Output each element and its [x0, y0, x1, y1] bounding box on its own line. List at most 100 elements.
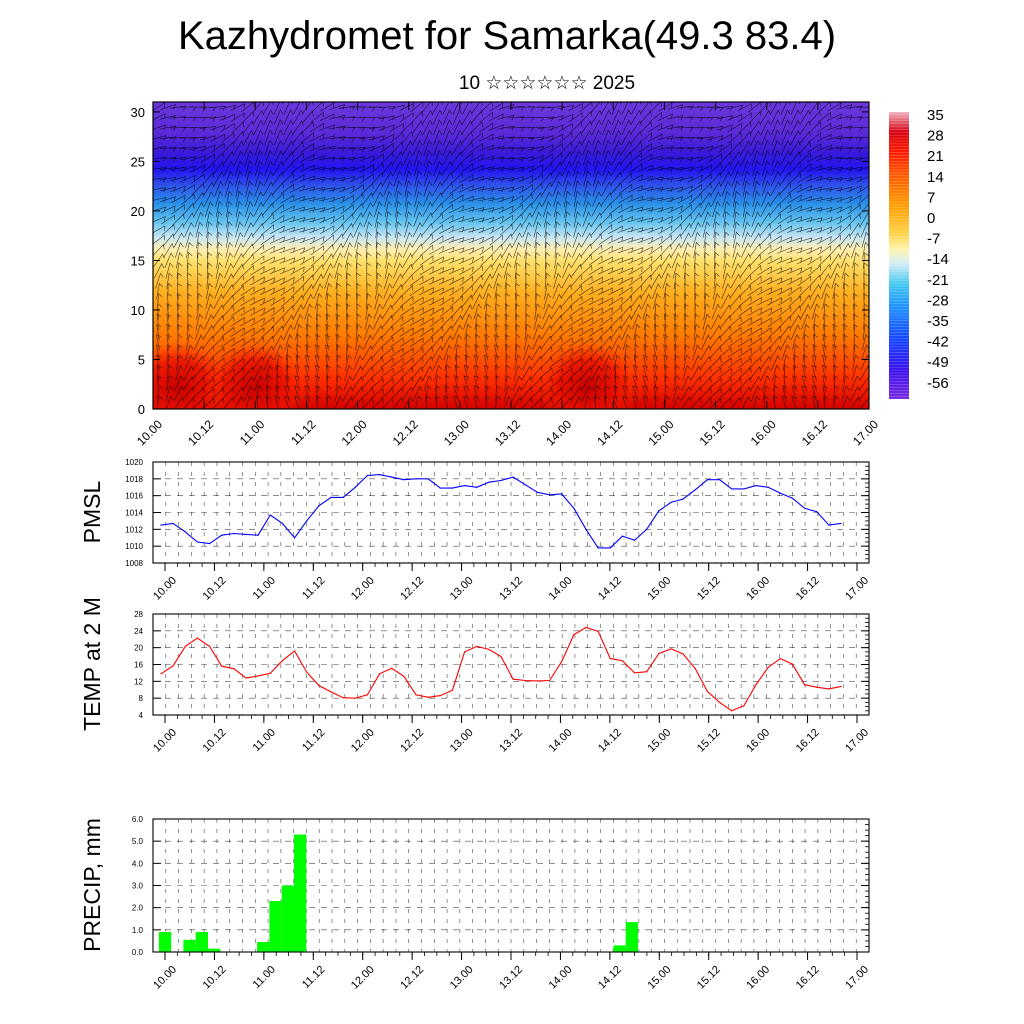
series-point	[196, 637, 199, 639]
y-axis-label: PMSL	[79, 480, 105, 543]
series-point	[318, 505, 320, 507]
series-point	[366, 474, 369, 477]
y-tick-label: 20	[134, 644, 143, 653]
colorbar-label: 14	[927, 169, 944, 186]
series-point	[803, 684, 806, 686]
series-point	[779, 658, 781, 660]
series-point	[682, 498, 684, 500]
y-tick-label: 16	[134, 661, 143, 670]
series-point	[208, 645, 211, 648]
x-tick-label: 14.12	[596, 727, 624, 755]
series-point	[196, 541, 199, 543]
x-tick-label: 15.12	[697, 417, 728, 448]
series-point	[439, 695, 441, 697]
y-tick-label: 5.0	[132, 837, 144, 846]
y-axis-label: PRECIP, mm	[79, 818, 105, 952]
colorbar-label: 28	[927, 128, 944, 145]
precip-bar	[257, 942, 270, 952]
temp-2m-panel: 4 8 12 16 20 24 28 10.00 10.12 11.00 11.12 12.00 12.…	[79, 597, 871, 754]
series-point	[548, 494, 551, 496]
series-point	[427, 696, 429, 698]
colorbar-label: 7	[927, 189, 935, 206]
x-tick-label: 13.00	[441, 417, 472, 448]
series-point	[378, 673, 381, 675]
series-point	[281, 660, 284, 662]
y-tick-label: 10	[131, 303, 145, 318]
x-tick-label: 10.12	[201, 575, 229, 603]
series-point	[366, 694, 369, 696]
y-tick-label: 5	[138, 352, 145, 367]
x-tick-label: 15.12	[695, 575, 723, 603]
x-tick-label: 14.12	[596, 575, 624, 603]
temperature-colorbar: 35 28 21 14 7 0 -7 -14 -21 -28 -35 -42 -49 -56	[889, 107, 949, 399]
x-tick-label: 12.12	[398, 575, 426, 603]
series-point	[245, 677, 247, 679]
x-tick-label: 17.00	[850, 417, 881, 448]
series-point	[160, 673, 162, 675]
series-point	[172, 522, 174, 525]
series-point	[451, 689, 454, 691]
series-point	[597, 630, 599, 632]
pmsl-panel: 1008 1010 1012 1014 1016 1018 1020 10.00 10.12 11…	[79, 458, 871, 603]
y-tick-label: 4	[139, 711, 144, 720]
series-point	[354, 697, 356, 699]
x-tick-label: 15.00	[645, 727, 673, 755]
series-point	[803, 507, 806, 509]
colorbar-fill	[889, 112, 909, 399]
series-point	[718, 479, 721, 481]
x-tick-label: 13.12	[497, 727, 525, 755]
x-tick-label: 17.00	[843, 575, 871, 603]
x-tick-label: 14.12	[594, 417, 625, 448]
colorbar-label: -28	[927, 292, 949, 309]
series-point	[561, 660, 563, 663]
series-point	[245, 533, 247, 535]
colorbar-label: -14	[927, 251, 949, 268]
precip-bar	[613, 945, 626, 952]
series-point	[585, 626, 587, 629]
page-subtitle: 10 ☆☆☆☆☆☆ 2025	[458, 73, 636, 94]
series-point	[609, 547, 611, 549]
series-point	[172, 665, 174, 667]
x-tick-label: 13.00	[448, 964, 476, 992]
series-line	[160, 474, 842, 549]
series-point	[184, 531, 186, 533]
x-tick-label: 12.12	[398, 727, 426, 755]
x-tick-label: 14.12	[596, 964, 624, 992]
series-point	[427, 478, 429, 480]
x-tick-label: 10.00	[151, 964, 179, 992]
series-point	[463, 651, 466, 653]
x-tick-label: 12.00	[339, 417, 370, 448]
series-point	[694, 668, 696, 670]
y-tick-label: 20	[131, 204, 145, 219]
series-point	[706, 690, 709, 693]
series-point	[269, 672, 271, 674]
x-tick-label: 11.00	[251, 727, 278, 754]
x-tick-label: 16.00	[744, 727, 772, 755]
x-tick-label: 12.00	[349, 964, 377, 992]
series-point	[342, 697, 344, 699]
x-tick-label: 16.12	[799, 417, 830, 448]
series-point	[512, 476, 514, 478]
y-tick-label: 1020	[125, 458, 143, 467]
heatmap-overlay	[153, 102, 869, 409]
series-point	[354, 486, 356, 488]
x-tick-label: 10.12	[201, 964, 229, 992]
colorbar-label: -21	[927, 272, 949, 289]
series-point	[269, 514, 271, 516]
series-point	[512, 678, 514, 680]
series-point	[378, 474, 381, 476]
series-point	[403, 675, 405, 677]
series-point	[160, 524, 162, 526]
warm-maximum	[205, 342, 306, 409]
series-point	[233, 532, 235, 535]
colorbar-label: -7	[927, 231, 940, 248]
y-tick-label: 2.0	[132, 904, 144, 913]
series-point	[621, 535, 624, 537]
precip-bar	[195, 932, 208, 952]
series-point	[463, 484, 466, 487]
x-tick-label: 11.12	[300, 964, 327, 991]
y-tick-label: 3.0	[132, 882, 144, 891]
wind-barbs	[153, 102, 869, 409]
series-point	[293, 650, 296, 652]
series-point	[439, 487, 441, 489]
